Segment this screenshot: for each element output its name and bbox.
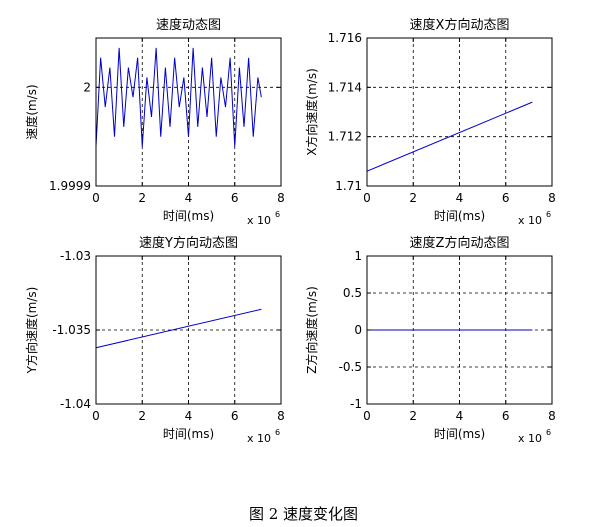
y-axis-label: Z方向速度(m/s) [304,286,319,374]
series-line [95,308,262,349]
x-tick-label: 2 [409,191,417,205]
series-line [95,47,262,147]
series-line [366,101,533,172]
x-tick-label: 6 [502,409,510,423]
y-axis-label: 速度(m/s) [24,84,39,139]
x-tick-label: 0 [363,191,371,205]
x-multiplier-label: x 10 [518,432,542,445]
x-multiplier-exponent: 6 [546,210,551,219]
x-tick-label: 8 [548,409,556,423]
x-tick-label: 2 [138,191,146,205]
y-tick-label: -0.5 [339,360,362,374]
y-tick-label: 0.5 [343,286,362,300]
y-tick-label: -1.03 [60,249,91,263]
x-multiplier-exponent: 6 [275,210,280,219]
x-tick-label: 6 [502,191,510,205]
x-multiplier-label: x 10 [247,432,271,445]
x-multiplier-label: x 10 [518,214,542,227]
x-multiplier-label: x 10 [247,214,271,227]
x-tick-label: 2 [138,409,146,423]
x-multiplier-exponent: 6 [546,428,551,437]
x-tick-label: 8 [277,409,285,423]
y-tick-label: 1 [354,249,362,263]
x-axis-label: 时间(ms) [434,427,485,441]
x-multiplier-exponent: 6 [275,428,280,437]
x-axis-label: 时间(ms) [163,427,214,441]
y-tick-label: 1.712 [328,130,362,144]
chart-title: 速度动态图 [156,17,221,33]
y-tick-label: -1.04 [60,397,91,411]
y-tick-label: 1.9999 [49,179,91,193]
x-tick-label: 0 [92,191,100,205]
chart-title: 速度Y方向动态图 [139,235,238,251]
chart-title: 速度X方向动态图 [410,17,510,33]
x-tick-label: 4 [456,409,464,423]
x-tick-label: 6 [231,409,239,423]
x-tick-label: 2 [409,409,417,423]
chart-title: 速度Z方向动态图 [410,235,510,251]
y-axis-label: Y方向速度(m/s) [24,287,39,375]
x-axis-label: 时间(ms) [163,209,214,223]
x-tick-label: 4 [185,191,193,205]
x-tick-label: 8 [548,191,556,205]
x-axis-label: 时间(ms) [434,209,485,223]
x-tick-label: 4 [185,409,193,423]
y-tick-label: 2 [83,80,91,94]
y-axis-label: X方向速度(m/s) [304,68,319,156]
x-tick-label: 8 [277,191,285,205]
y-tick-label: 1.71 [335,179,362,193]
y-tick-label: 1.716 [328,31,362,45]
y-tick-label: -1 [350,397,362,411]
y-tick-label: 0 [354,323,362,337]
y-tick-label: 1.714 [328,80,362,94]
y-tick-label: -1.035 [52,323,91,337]
x-tick-label: 0 [363,409,371,423]
x-tick-label: 0 [92,409,100,423]
figure-caption: 图 2 速度变化图 [248,505,359,523]
x-tick-label: 6 [231,191,239,205]
x-tick-label: 4 [456,191,464,205]
